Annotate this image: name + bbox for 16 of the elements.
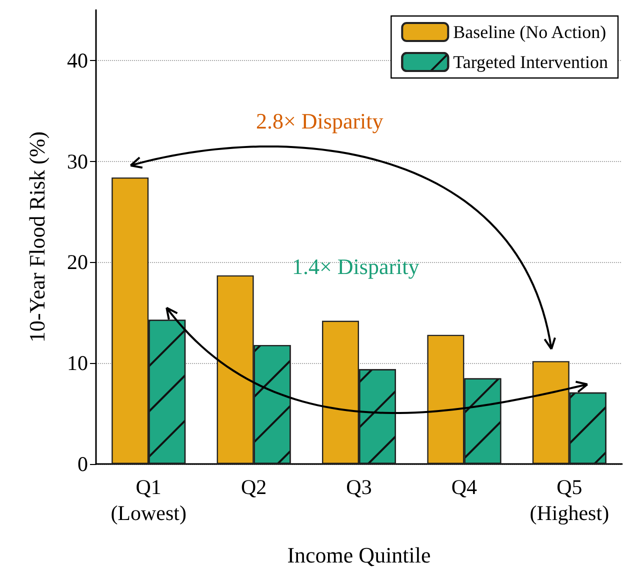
y-tick-label: 30 [67,149,88,174]
y-tick-label: 10 [67,351,88,376]
annotation: 2.8× Disparity [256,108,384,134]
legend-label: Targeted Intervention [453,52,608,72]
y-tick-label: 0 [78,452,88,476]
x-tick-label: Q5 (Highest) [530,475,610,525]
x-tick-label: Q2 [240,475,267,499]
legend-label: Baseline (No Action) [453,22,606,42]
x-axis-title: Income Quintile [287,542,431,568]
x-tick-label: Q3 [346,475,372,499]
x-tick-label: Q4 [451,475,478,499]
x-tick-label: Q1 (Lowest) [110,475,187,525]
y-tick-label: 20 [67,250,88,274]
y-axis-title: 10-Year Flood Risk (%) [24,131,50,343]
y-tick-label: 40 [67,48,88,72]
annotation: 1.4× Disparity [292,254,420,279]
